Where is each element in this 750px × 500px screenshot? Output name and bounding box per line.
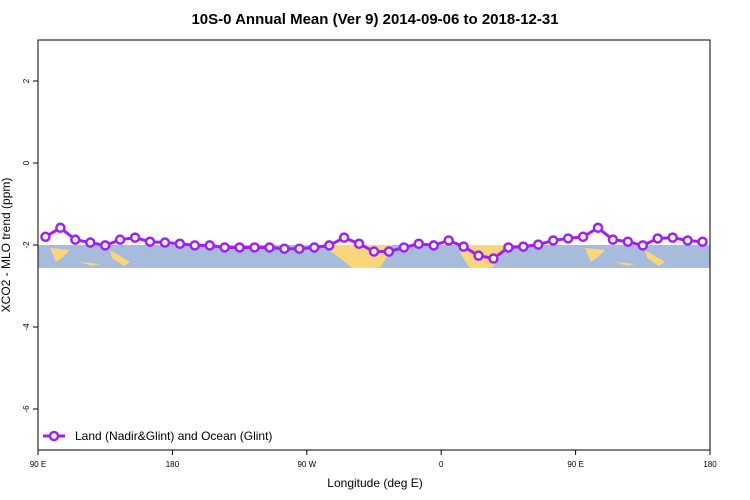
- data-point: [338, 232, 350, 243]
- data-point: [309, 242, 320, 253]
- data-point: [114, 234, 126, 245]
- x-tick-label: 180: [703, 460, 717, 469]
- data-point: [204, 240, 215, 251]
- y-tick-label: -6: [22, 405, 31, 413]
- data-point: [592, 222, 604, 234]
- chart-title: 10S-0 Annual Mean (Ver 9) 2014-09-06 to …: [191, 11, 558, 28]
- data-point: [428, 240, 439, 251]
- data-point: [323, 240, 335, 251]
- legend-label: Land (Nadir&Glint) and Ocean (Glint): [75, 429, 272, 443]
- data-point: [159, 237, 171, 248]
- data-point: [398, 242, 410, 253]
- data-point: [518, 241, 529, 252]
- data-point: [607, 234, 619, 245]
- x-axis-label: Longitude (deg E): [327, 476, 422, 490]
- data-point: [547, 235, 559, 246]
- data-point: [40, 231, 51, 243]
- data-point: [458, 241, 469, 252]
- x-tick-label: 0: [439, 460, 444, 469]
- data-point: [488, 253, 499, 264]
- data-point: [443, 235, 454, 246]
- data-point: [353, 238, 365, 250]
- x-tick-label: 90 E: [30, 460, 46, 469]
- x-tick-label: 180: [166, 460, 180, 469]
- data-point: [667, 232, 678, 243]
- data-point: [279, 243, 290, 254]
- x-tick-label: 90 E: [567, 460, 583, 469]
- data-point: [264, 242, 275, 253]
- y-tick-label: 0: [22, 160, 31, 165]
- data-point: [368, 246, 380, 257]
- y-tick-label: -2: [22, 241, 31, 249]
- data-point: [577, 231, 589, 243]
- y-tick-label: 2: [22, 78, 31, 83]
- data-point: [503, 242, 514, 253]
- data-point: [144, 236, 156, 247]
- y-axis-label: XCO2 - MLO trend (ppm): [0, 178, 13, 313]
- data-point: [55, 222, 66, 234]
- data-point: [70, 234, 81, 245]
- data-point: [383, 246, 395, 257]
- data-point: [682, 235, 693, 246]
- data-point: [473, 250, 484, 261]
- data-point: [652, 233, 663, 244]
- legend-marker: [48, 430, 60, 442]
- data-point: [622, 236, 634, 247]
- data-point: [533, 239, 544, 250]
- data-point: [129, 232, 141, 243]
- data-point: [413, 238, 425, 250]
- data-point: [637, 240, 649, 251]
- data-point: [85, 237, 96, 248]
- data-point: [697, 236, 708, 247]
- data-point: [249, 242, 260, 253]
- x-tick-label: 90 W: [297, 460, 316, 469]
- data-point: [174, 238, 186, 250]
- data-point: [99, 240, 111, 251]
- data-point: [219, 242, 230, 253]
- data-point: [234, 242, 245, 253]
- data-point: [189, 240, 201, 251]
- data-point: [294, 243, 305, 254]
- data-point: [562, 233, 574, 244]
- y-tick-label: -4: [22, 323, 31, 331]
